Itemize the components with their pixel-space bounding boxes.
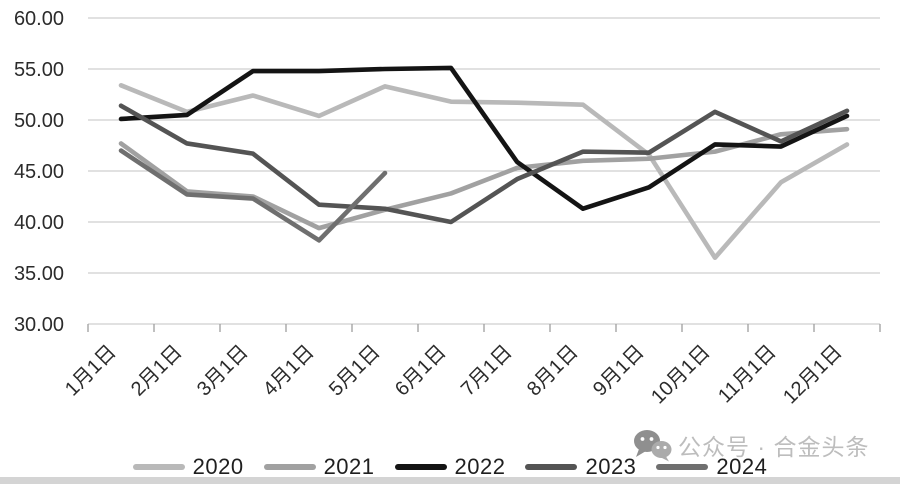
y-axis-label: 50.00 [14,110,64,132]
series-line-2020 [118,83,850,261]
y-axis-label: 60.00 [14,8,64,30]
y-axis-label: 30.00 [14,314,64,336]
y-axis-label: 35.00 [14,263,64,285]
legend-swatch-2022 [394,464,447,470]
legend-swatch-2024 [656,464,709,470]
legend-label-2021: 2021 [323,454,375,479]
y-axis-label: 45.00 [14,161,64,183]
x-axis-label: 6月1日 [391,341,451,401]
legend-item-2024: 2024 [656,454,767,480]
series-line-2023 [118,103,850,225]
y-axis-label: 55.00 [14,59,64,81]
legend-item-2020: 2020 [132,454,244,480]
x-axis-label: 3月1日 [193,341,253,401]
legend-item-2022: 2022 [394,454,506,480]
legend-item-2023: 2023 [525,454,636,480]
x-axis-label: 1月1日 [61,341,121,401]
series-line-2022 [118,65,850,212]
legend-swatch-2020 [132,464,185,470]
legend-label-2020: 2020 [192,454,244,479]
legend-label-2022: 2022 [454,454,506,479]
legend-swatch-2023 [525,464,578,470]
legend-item-2021: 2021 [263,454,375,480]
x-axis-label: 11月1日 [714,341,780,407]
series-line-2024 [118,148,388,243]
legend-swatch-2021 [263,464,316,470]
x-axis-label: 4月1日 [259,341,319,401]
x-axis-label: 9月1日 [589,341,649,401]
x-axis-label: 5月1日 [325,341,385,401]
legend: 2020 2021 2022 2023 2024 [0,454,900,480]
x-axis-label: 10月1日 [647,341,714,408]
legend-label-2023: 2023 [585,454,637,479]
y-axis-label: 40.00 [14,212,64,234]
x-axis-label: 8月1日 [523,341,583,401]
x-axis-label: 2月1日 [127,341,187,401]
x-axis-label: 12月1日 [779,341,846,408]
x-axis-label: 7月1日 [457,341,517,401]
legend-label-2024: 2024 [716,454,768,479]
bottom-edge-strip [0,477,900,484]
